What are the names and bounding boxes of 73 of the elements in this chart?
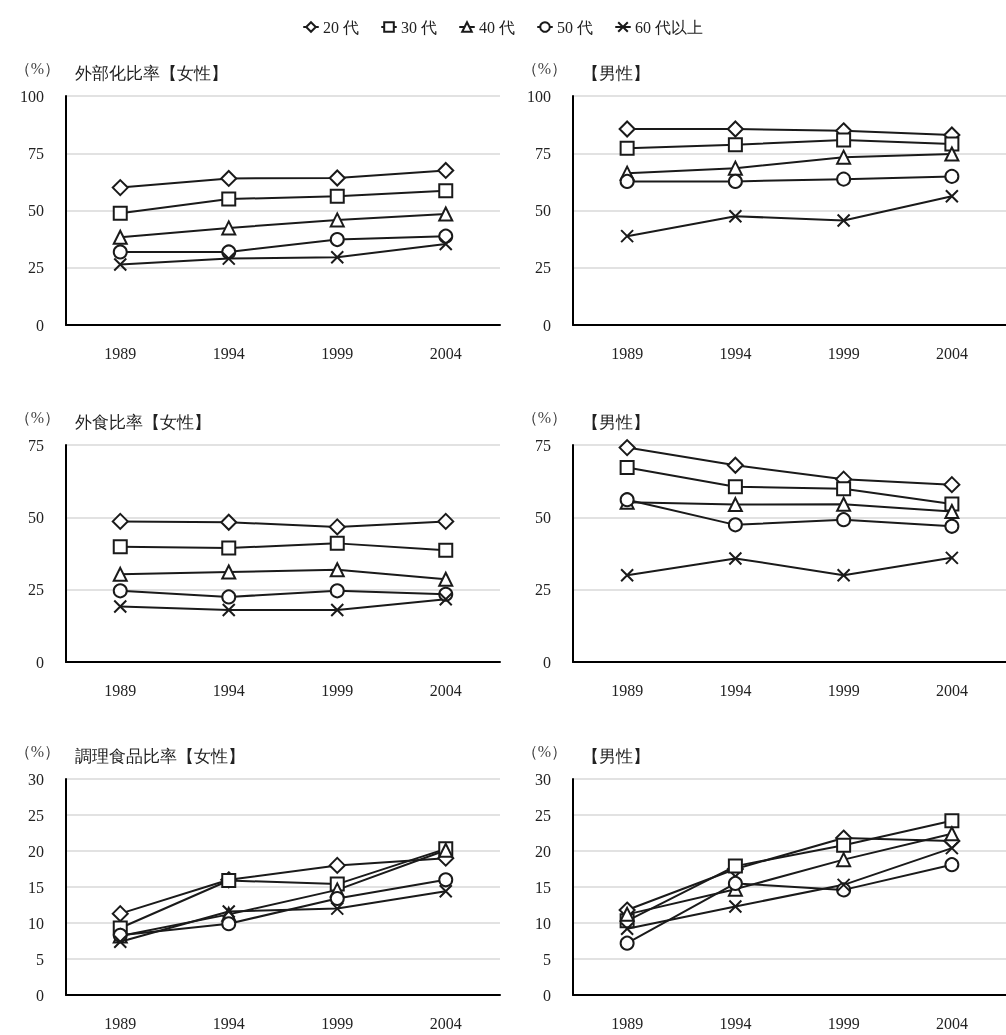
x-tick-label: 1999	[321, 681, 354, 699]
y-tick-label: 30	[28, 770, 44, 788]
x-tick-label: 1994	[719, 1014, 752, 1032]
y-axis-title: （%）	[14, 742, 60, 760]
y-tick-label: 5	[36, 950, 44, 968]
y-axis-title: （%）	[14, 59, 60, 77]
x-tick-label: 1994	[719, 681, 752, 699]
y-tick-label: 50	[535, 508, 551, 526]
y-tick-label: 25	[535, 806, 551, 824]
y-tick-label: 15	[535, 878, 551, 896]
x-tick-label: 2004	[935, 1014, 968, 1032]
y-tick-label: 30	[535, 770, 551, 788]
x-tick-label: 1999	[321, 1014, 354, 1032]
y-tick-label: 25	[28, 806, 44, 824]
y-tick-label: 0	[36, 316, 44, 334]
legend-label: 50 代	[557, 18, 593, 36]
x-tick-label: 1999	[827, 681, 860, 699]
y-axis-title: （%）	[14, 408, 60, 426]
y-tick-label: 75	[535, 436, 551, 454]
legend-label: 40 代	[479, 18, 515, 36]
y-tick-label: 100	[20, 87, 44, 105]
y-tick-label: 50	[28, 508, 44, 526]
y-tick-label: 50	[535, 202, 551, 219]
y-tick-label: 20	[28, 842, 44, 860]
y-tick-label: 100	[527, 87, 551, 105]
legend-label: 60 代以上	[635, 18, 703, 36]
legend-label: 20 代	[323, 18, 359, 36]
y-tick-label: 75	[535, 144, 551, 162]
x-tick-label: 1999	[827, 1014, 860, 1032]
x-tick-label: 1989	[104, 1014, 137, 1032]
chart-title: 外部化比率【女性】	[75, 64, 228, 83]
y-tick-label: 5	[543, 950, 551, 968]
x-tick-label: 1999	[321, 344, 354, 362]
x-tick-label: 1994	[719, 344, 752, 362]
y-tick-label: 75	[28, 436, 44, 454]
x-tick-label: 2004	[935, 681, 968, 699]
y-tick-label: 0	[543, 653, 551, 671]
chart-title: 【男性】	[582, 747, 650, 766]
x-tick-label: 1989	[611, 681, 644, 699]
x-tick-label: 2004	[429, 681, 462, 699]
chart-title: 【男性】	[582, 413, 650, 432]
y-tick-label: 25	[28, 581, 44, 599]
y-tick-label: 25	[535, 259, 551, 277]
x-tick-label: 1989	[104, 681, 137, 699]
x-tick-label: 2004	[935, 344, 968, 362]
x-tick-label: 1989	[611, 344, 644, 362]
y-tick-label: 0	[543, 316, 551, 334]
y-tick-label: 75	[28, 144, 44, 162]
y-tick-label: 25	[535, 581, 551, 599]
x-tick-label: 2004	[429, 344, 462, 362]
y-tick-label: 10	[535, 914, 551, 932]
x-tick-label: 1994	[212, 681, 245, 699]
x-tick-label: 2004	[429, 1014, 462, 1032]
x-tick-label: 1989	[104, 344, 137, 362]
chart-title: 調理食品比率【女性】	[75, 747, 245, 766]
x-tick-label: 1994	[212, 1014, 245, 1032]
y-tick-label: 25	[28, 259, 44, 277]
y-tick-label: 0	[36, 653, 44, 671]
x-tick-label: 1994	[212, 344, 245, 362]
y-tick-label: 20	[535, 842, 551, 860]
y-tick-label: 0	[543, 986, 551, 1004]
y-tick-label: 0	[36, 986, 44, 1004]
y-tick-label: 50	[28, 202, 44, 219]
chart-title: 外食比率【女性】	[75, 413, 211, 432]
x-tick-label: 1989	[611, 1014, 644, 1032]
y-axis-title: （%）	[521, 742, 567, 760]
y-axis-title: （%）	[521, 59, 567, 77]
x-tick-label: 1999	[827, 344, 860, 362]
y-tick-label: 10	[28, 914, 44, 932]
chart-title: 【男性】	[582, 64, 650, 83]
y-axis-title: （%）	[521, 408, 567, 426]
legend-label: 30 代	[401, 18, 437, 36]
y-tick-label: 15	[28, 878, 44, 896]
